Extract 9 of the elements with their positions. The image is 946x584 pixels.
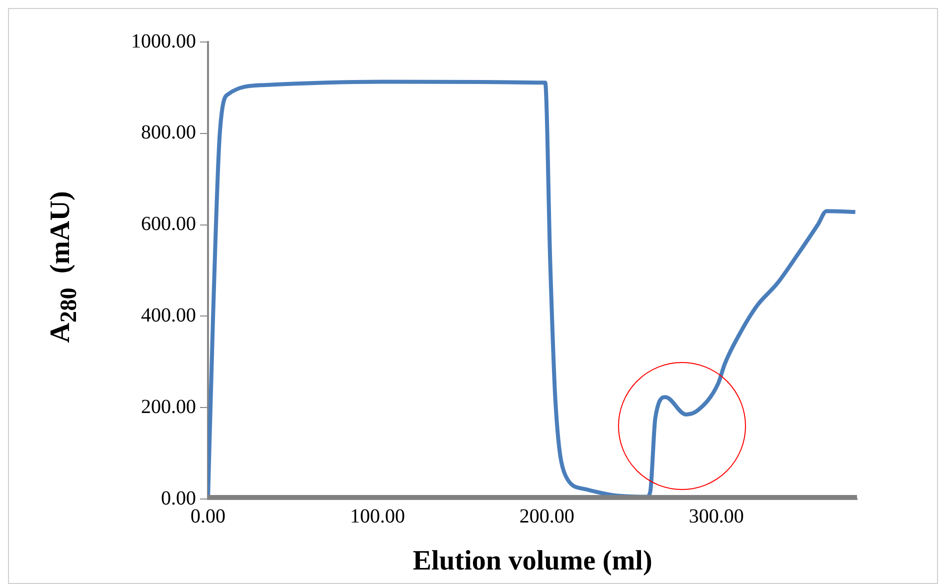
x-axis-title: Elution volume (ml) (412, 545, 652, 576)
x-tick-label: 100.00 (350, 505, 405, 528)
x-tick-label: 300.00 (688, 505, 744, 528)
y-tick-label: 1000.00 (131, 30, 196, 52)
y-tick-label: 800.00 (141, 122, 196, 144)
y-tick-label: 200.00 (141, 396, 196, 418)
y-tick-label: 400.00 (141, 304, 196, 326)
y-tick-label: 600.00 (141, 213, 196, 236)
x-tick-label: 200.00 (519, 505, 574, 528)
